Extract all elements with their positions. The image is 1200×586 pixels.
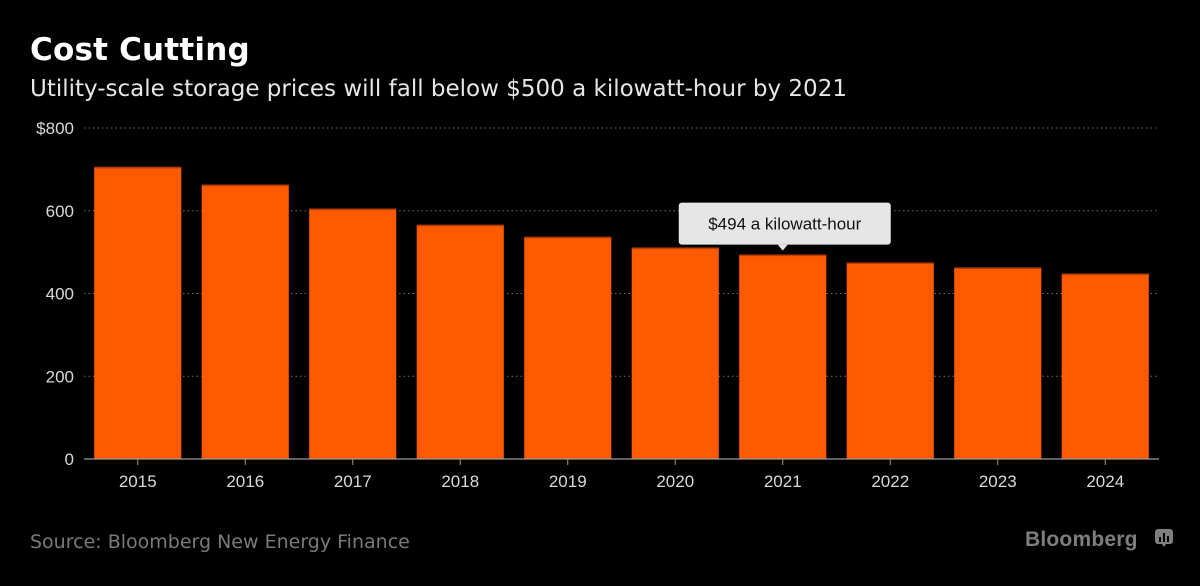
bar-top-edge [954, 267, 1042, 269]
bar-2017 [309, 208, 397, 459]
bar-top-edge [524, 236, 612, 239]
bar-top-edge [846, 262, 934, 264]
bloomberg-chart-bubble-icon [1155, 529, 1173, 547]
bar-top-edge [416, 224, 504, 227]
x-tick-label: 2018 [441, 472, 479, 491]
x-tick-label: 2024 [1086, 472, 1124, 491]
x-tick-label: 2022 [871, 472, 909, 491]
chart-title: Cost Cutting [30, 32, 250, 68]
x-tick-label: 2017 [334, 472, 372, 491]
bar-2015 [94, 166, 182, 459]
x-tick-label: 2016 [226, 472, 264, 491]
callout-text: $494 a kilowatt-hour [708, 215, 861, 234]
bar-top-edge [201, 184, 289, 187]
bar-2021 [739, 254, 827, 459]
x-tick-label: 2019 [549, 472, 587, 491]
x-tick-label: 2023 [979, 472, 1017, 491]
bar-2024 [1061, 273, 1149, 459]
y-tick-label: 0 [65, 450, 74, 469]
chart-subtitle: Utility-scale storage prices will fall b… [30, 76, 847, 102]
x-tick-label: 2020 [656, 472, 694, 491]
y-tick-label: $800 [36, 119, 74, 138]
bloomberg-logo-text: Bloomberg [1025, 528, 1138, 551]
bar-top-edge [94, 166, 182, 169]
bar-2023 [954, 267, 1042, 459]
bar-2016 [201, 184, 289, 459]
bar-top-edge [739, 254, 827, 257]
bar-top-edge [631, 247, 719, 250]
bar-2018 [416, 224, 504, 459]
x-axis: 2015 2016 2017 2018 2019 2020 2021 2022 2023 2024 [84, 458, 1159, 491]
bar-top-edge [309, 208, 397, 211]
x-tick-label: 2015 [119, 472, 157, 491]
bar-2020 [631, 247, 719, 459]
y-tick-label: 600 [46, 202, 74, 221]
bar-top-edge [1061, 273, 1149, 276]
x-tick-label: 2021 [764, 472, 802, 491]
y-tick-label: 200 [46, 367, 74, 386]
bar-2022 [846, 262, 934, 459]
y-tick-label: 400 [46, 285, 74, 304]
bar-2019 [524, 236, 612, 459]
annotation-callout: $494 a kilowatt-hour [678, 202, 891, 251]
bars [94, 166, 1149, 459]
callout-box [678, 202, 891, 245]
callout-pointer [777, 244, 788, 251]
source-note: Source: Bloomberg New Energy Finance [30, 531, 410, 553]
y-axis-ticks: 0 200 400 600 $800 [36, 119, 74, 469]
